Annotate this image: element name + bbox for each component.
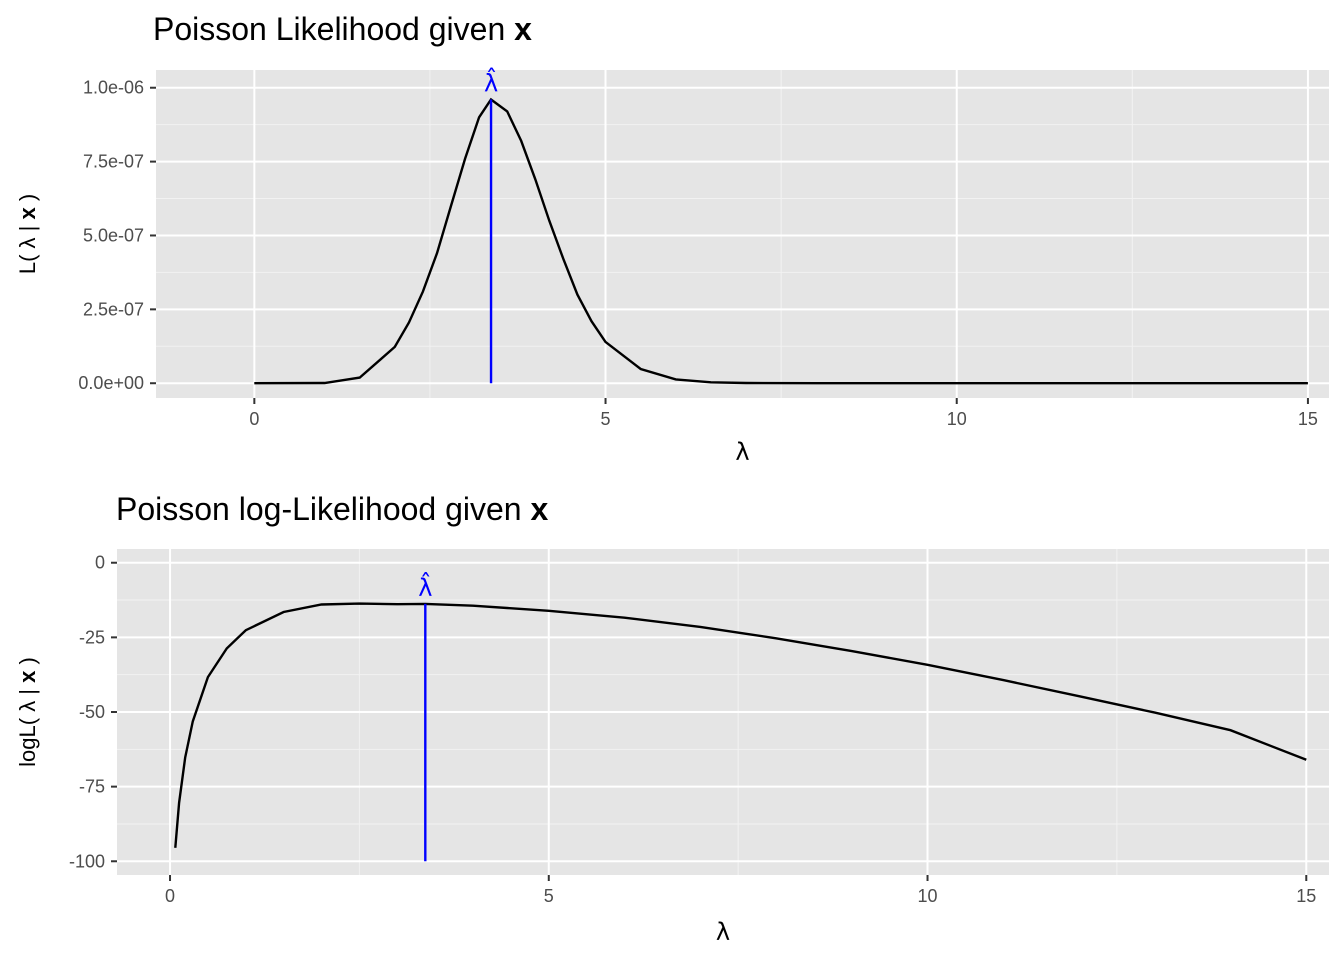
x-tick-label: 10 — [918, 886, 938, 906]
x-tick-label: 15 — [1298, 409, 1318, 429]
x-tick-label: 0 — [249, 409, 259, 429]
y-axis-label: logL( λ | x ) — [15, 657, 40, 767]
y-axis-label-bold: x — [15, 670, 40, 683]
chart-title: Poisson log-Likelihood given x — [116, 491, 548, 527]
chart-title-text: Poisson log-Likelihood given — [116, 491, 530, 527]
y-axis-label-suffix: ) — [15, 194, 40, 207]
chart-title-bold: x — [514, 11, 532, 47]
x-tick-label: 15 — [1296, 886, 1316, 906]
x-tick-label: 5 — [544, 886, 554, 906]
y-tick-label: 0 — [95, 553, 105, 573]
likelihood-curve — [254, 97, 1308, 385]
panel-background — [156, 70, 1329, 398]
chart-title: Poisson Likelihood given x — [153, 11, 532, 47]
x-tick-label: 10 — [947, 409, 967, 429]
y-axis-label-prefix: logL( λ | — [15, 683, 40, 767]
x-axis-label: λ — [735, 438, 749, 466]
mle-label: λ̂ — [418, 572, 432, 602]
y-axis-label-prefix: L( λ | — [15, 220, 40, 275]
likelihood-chart: 0 5 10 15 0.0e+00 2.5e-07 5.0e-07 7.5e-07 1.0e-0… — [15, 11, 1329, 466]
mle-label: λ̂ — [484, 67, 498, 97]
y-tick-label: -75 — [79, 777, 105, 797]
y-tick-label: 7.5e-07 — [83, 152, 144, 172]
chart-title-text: Poisson Likelihood given — [153, 11, 514, 47]
y-axis-label-suffix: ) — [15, 657, 40, 670]
y-tick-label: -100 — [69, 851, 105, 871]
log-likelihood-chart: 0 5 10 15 -100 -75 -50 -25 0 λ̂ Poisson log-Likeli… — [15, 491, 1329, 946]
y-tick-label: 1.0e-06 — [83, 78, 144, 98]
y-axis-label: L( λ | x ) — [15, 194, 40, 274]
y-tick-label: 2.5e-07 — [83, 299, 144, 319]
likelihood-curve — [174, 602, 1307, 848]
y-tick-label: 5.0e-07 — [83, 225, 144, 245]
x-tick-label: 5 — [601, 409, 611, 429]
x-axis-label: λ — [716, 918, 730, 946]
x-tick-label: 0 — [165, 886, 175, 906]
y-tick-label: -50 — [79, 702, 105, 722]
y-tick-label: 0.0e+00 — [78, 373, 144, 393]
y-tick-label: -25 — [79, 627, 105, 647]
chart-title-bold: x — [530, 491, 548, 527]
y-axis-label-bold: x — [15, 207, 40, 220]
